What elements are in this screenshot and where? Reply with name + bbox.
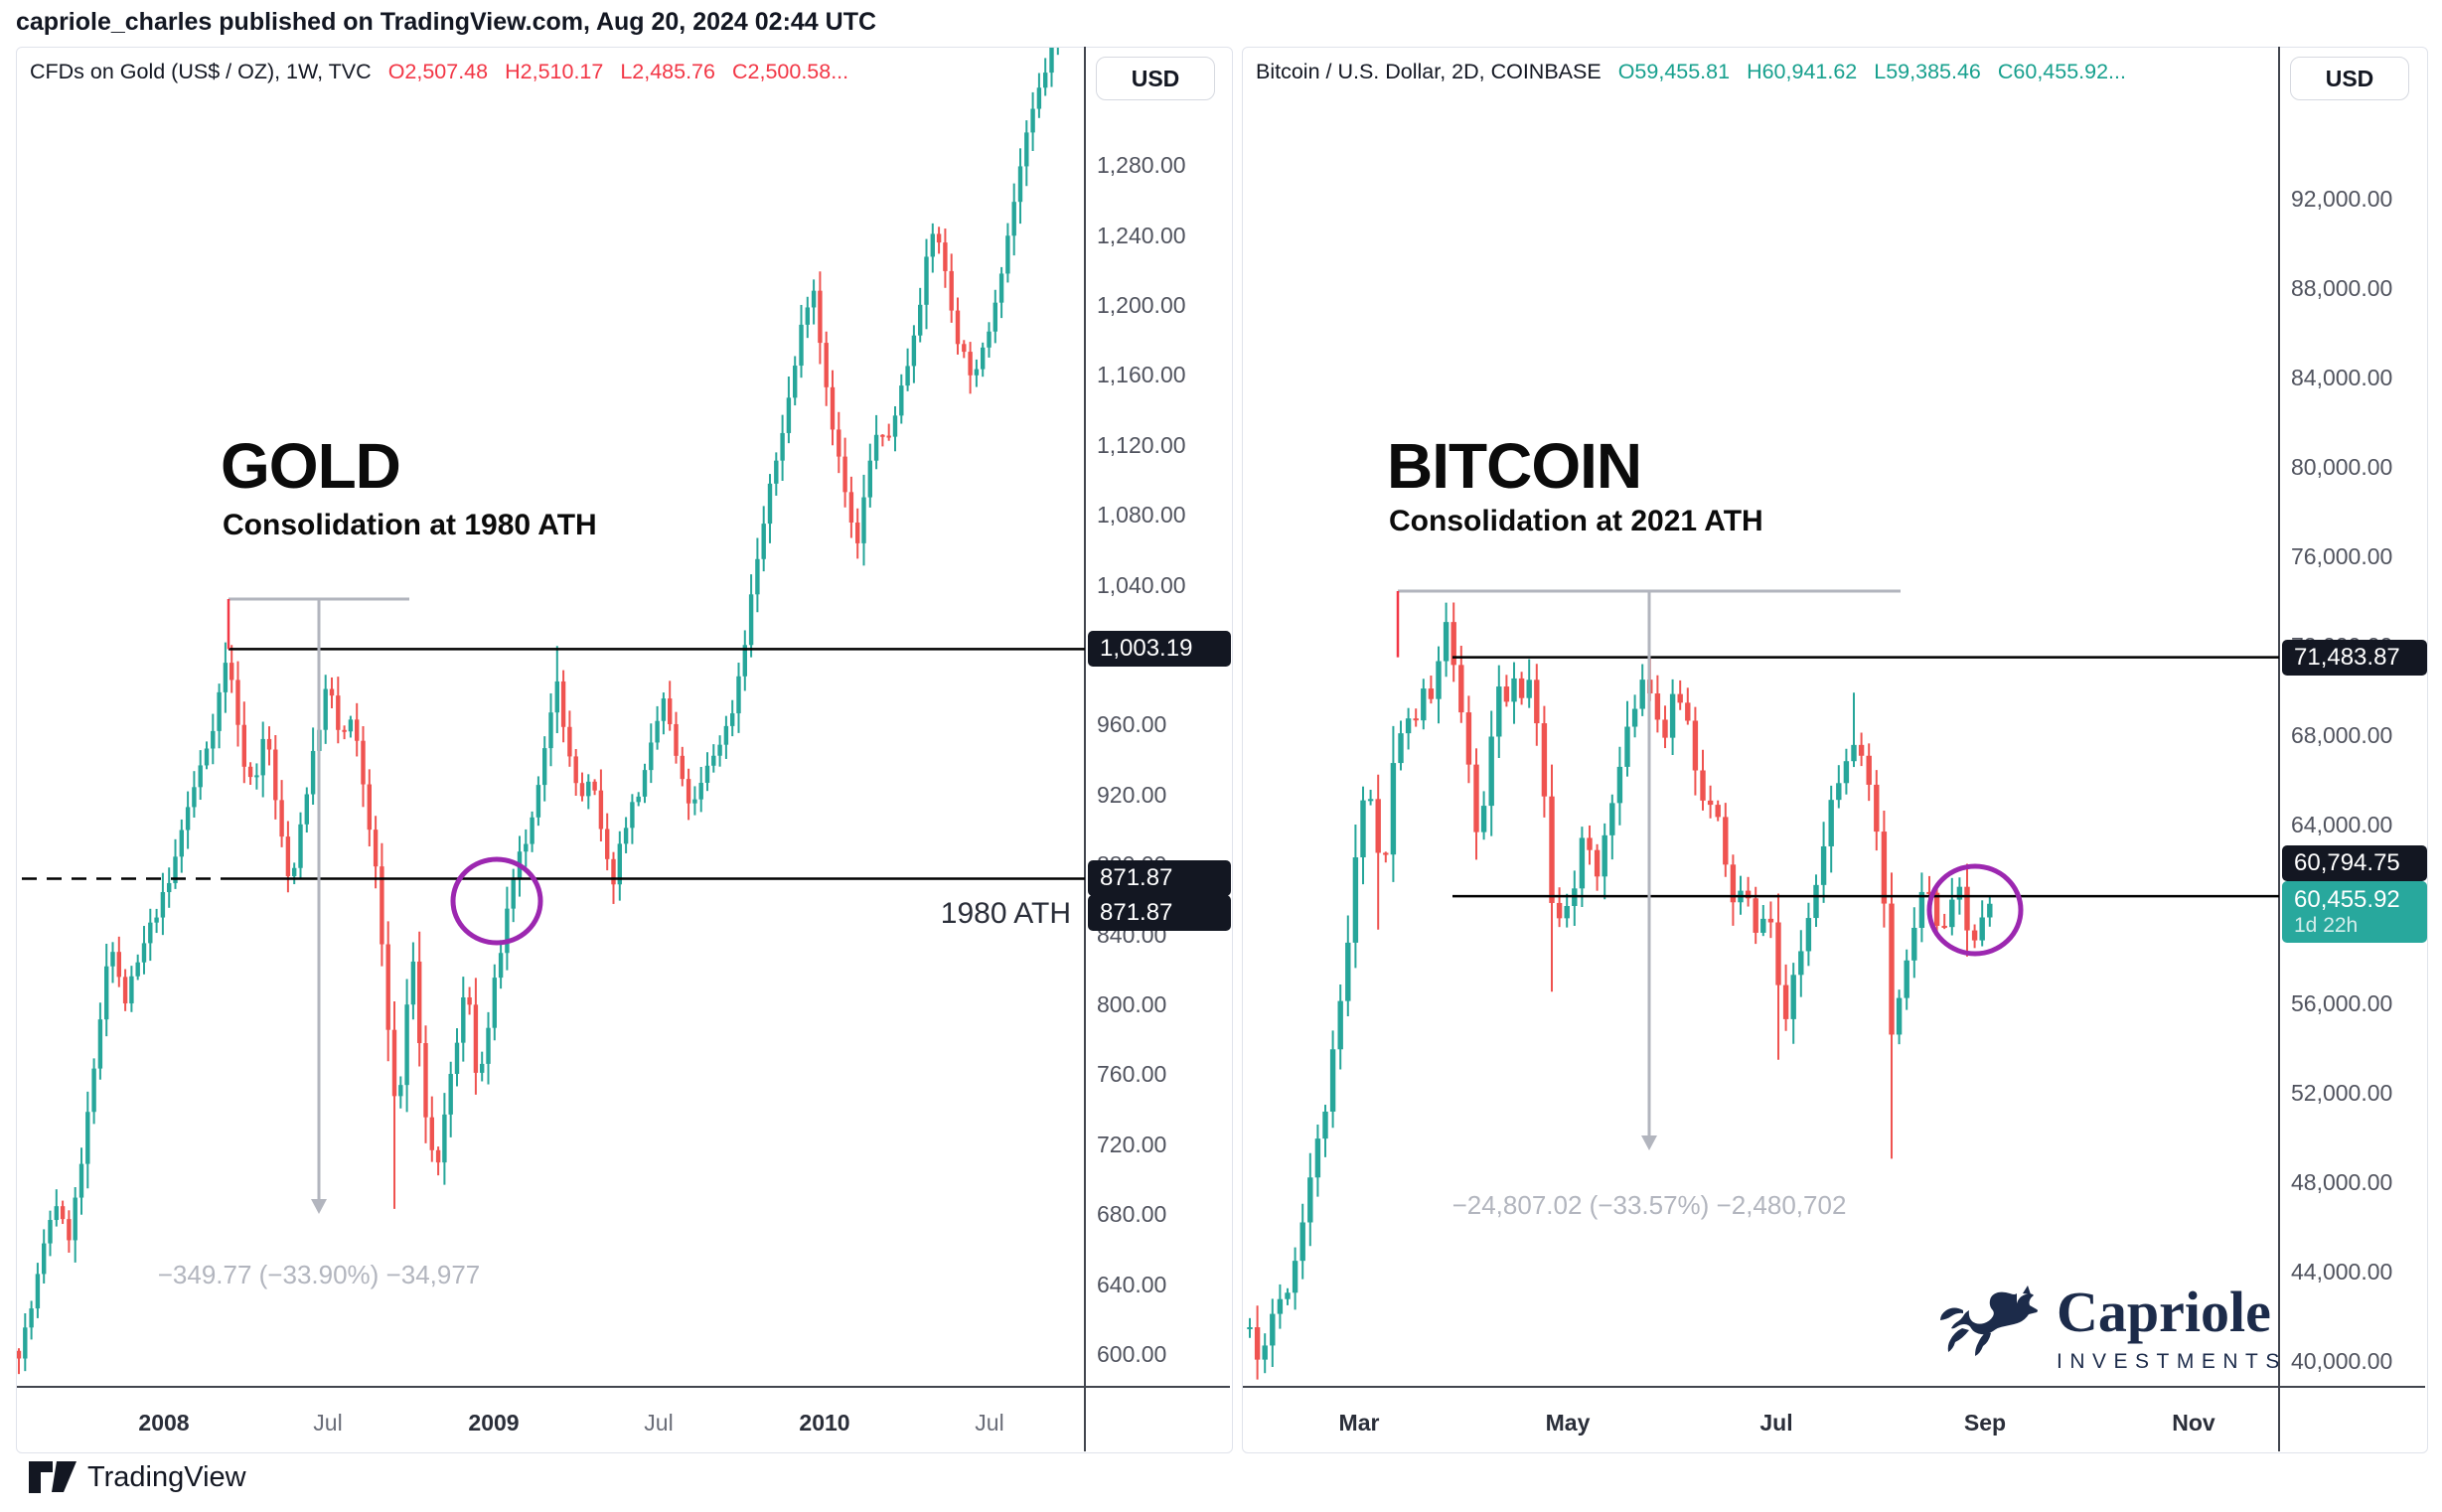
- price-tick-label: 920.00: [1097, 781, 1167, 808]
- time-tick-label: Sep: [1963, 1410, 2007, 1436]
- time-tick-label: May: [1545, 1410, 1591, 1436]
- gold-legend: CFDs on Gold (US$ / OZ), 1W, TVC O2,507.4…: [30, 60, 848, 84]
- candles-gold: [17, 48, 1059, 1375]
- ohlc-value: C60,455.92...: [1997, 60, 2126, 83]
- bar-countdown: 1d 22h: [2294, 914, 2359, 938]
- time-tick-label: Jul: [1759, 1410, 1793, 1436]
- price-tick-label: 64,000.00: [2291, 812, 2393, 837]
- gold-chart-plot-area[interactable]: [17, 48, 1084, 1386]
- level-price-box: 60,794.75: [2282, 845, 2427, 881]
- level-price-box: 871.87: [1088, 895, 1231, 931]
- ohlc-value: O59,455.81: [1617, 60, 1731, 83]
- price-tick-label: 1,120.00: [1097, 431, 1186, 458]
- gold-measure-text: −349.77 (−33.90%) −34,977: [157, 1260, 481, 1289]
- level-price-box: 71,483.87: [2282, 640, 2427, 676]
- consolidation-circle-gold: [450, 856, 543, 946]
- level-price-box: 1,003.19: [1088, 631, 1231, 667]
- level-price-box: 871.87: [1088, 860, 1231, 896]
- gold-price-axis[interactable]: [1086, 48, 1231, 1386]
- price-tick-label: 92,000.00: [2291, 186, 2393, 212]
- time-tick-label: Jul: [975, 1410, 1004, 1436]
- price-tick-label: 600.00: [1097, 1341, 1167, 1367]
- gold-chart-card: [16, 47, 1233, 1453]
- price-tick-label: 80,000.00: [2291, 454, 2393, 480]
- price-tick-label: 88,000.00: [2291, 275, 2393, 301]
- time-tick-label: 2010: [799, 1410, 850, 1436]
- time-tick-label: Nov: [2172, 1410, 2215, 1436]
- bitcoin-chart-plot-area[interactable]: [1243, 48, 2278, 1386]
- gold-currency-button[interactable]: USD: [1096, 57, 1215, 100]
- bitcoin-legend: Bitcoin / U.S. Dollar, 2D, COINBASE O59,4…: [1256, 60, 2126, 84]
- time-tick-label: 2008: [138, 1410, 190, 1436]
- bitcoin-price-axis[interactable]: [2280, 48, 2425, 1386]
- price-tick-label: 44,000.00: [2291, 1259, 2393, 1285]
- gold-price-axis-border: [1084, 47, 1086, 1451]
- price-tick-label: 40,000.00: [2291, 1348, 2393, 1374]
- publish-header: capriole_charles published on TradingVie…: [16, 8, 877, 36]
- bitcoin-currency-button[interactable]: USD: [2290, 57, 2409, 100]
- capriole-logo: Capriole INVESTMENTS: [1939, 1284, 2287, 1374]
- gold-time-axis-border: [17, 1386, 1230, 1388]
- price-tick-label: 640.00: [1097, 1271, 1167, 1297]
- price-tick-label: 680.00: [1097, 1201, 1167, 1228]
- ohlc-value: L59,385.46: [1874, 60, 1981, 83]
- bitcoin-measure-text: −24,807.02 (−33.57%) −2,480,702: [1451, 1190, 1847, 1220]
- tradingview-footer[interactable]: TradingView: [28, 1460, 246, 1494]
- bitcoin-ohlc-values: O59,455.81 H60,941.62 L59,385.46 C60,455.92…: [1602, 60, 2126, 83]
- time-tick-label: 2009: [468, 1410, 520, 1436]
- capriole-investments-label: INVESTMENTS: [2057, 1350, 2287, 1373]
- price-tick-label: 1,040.00: [1097, 571, 1186, 598]
- time-tick-label: Mar: [1338, 1410, 1380, 1436]
- price-tick-label: 52,000.00: [2291, 1080, 2393, 1106]
- time-tick-label: Jul: [644, 1410, 674, 1436]
- ohlc-value: H60,941.62: [1747, 60, 1858, 83]
- price-tick-label: 1,200.00: [1097, 292, 1186, 318]
- price-tick-label: 1,280.00: [1097, 152, 1186, 179]
- candles-bitcoin: [1247, 602, 1993, 1380]
- price-tick-label: 84,000.00: [2291, 365, 2393, 390]
- tradingview-wordmark: TradingView: [87, 1460, 246, 1493]
- tradingview-logo-icon: [29, 1461, 76, 1493]
- price-tick-label: 760.00: [1097, 1061, 1167, 1088]
- bitcoin-chart-card: [1242, 47, 2428, 1453]
- ath-note: 1980 ATH: [940, 897, 1071, 930]
- ohlc-value: O2,507.48: [387, 60, 489, 83]
- price-tick-label: 1,240.00: [1097, 222, 1186, 248]
- consolidation-circle-bitcoin: [1926, 863, 2024, 957]
- last-price-box: 60,455.92 1d 22h: [2282, 881, 2427, 943]
- bitcoin-time-axis-border: [1243, 1386, 2425, 1388]
- price-tick-label: 56,000.00: [2291, 990, 2393, 1016]
- gold-symbol-title[interactable]: CFDs on Gold (US$ / OZ), 1W, TVC: [30, 60, 372, 83]
- bitcoin-time-axis[interactable]: [1243, 1388, 2278, 1450]
- time-tick-label: Jul: [313, 1410, 343, 1436]
- price-tick-label: 720.00: [1097, 1131, 1167, 1157]
- capriole-wordmark: Capriole: [2057, 1280, 2271, 1344]
- price-tick-label: 1,080.00: [1097, 502, 1186, 529]
- bitcoin-symbol-title[interactable]: Bitcoin / U.S. Dollar, 2D, COINBASE: [1256, 60, 1602, 83]
- gold-title: GOLD: [221, 430, 401, 502]
- price-tick-label: 960.00: [1097, 711, 1167, 738]
- price-tick-label: 1,160.00: [1097, 362, 1186, 388]
- price-tick-label: 68,000.00: [2291, 722, 2393, 748]
- gold-time-axis[interactable]: [17, 1388, 1084, 1450]
- bitcoin-title: BITCOIN: [1387, 430, 1642, 502]
- ohlc-value: L2,485.76: [620, 60, 715, 83]
- bitcoin-subtitle: Consolidation at 2021 ATH: [1389, 505, 1763, 537]
- price-tick-label: 800.00: [1097, 991, 1167, 1017]
- capriole-horse-icon: [1940, 1285, 2038, 1356]
- gold-ohlc-values: O2,507.48 H2,510.17 L2,485.76 C2,500.58...: [372, 60, 848, 83]
- ohlc-value: H2,510.17: [505, 60, 604, 83]
- ohlc-value: C2,500.58...: [731, 60, 849, 83]
- gold-subtitle: Consolidation at 1980 ATH: [223, 509, 597, 541]
- price-tick-label: 76,000.00: [2291, 543, 2393, 569]
- price-tick-label: 48,000.00: [2291, 1169, 2393, 1195]
- bitcoin-price-axis-border: [2278, 47, 2280, 1451]
